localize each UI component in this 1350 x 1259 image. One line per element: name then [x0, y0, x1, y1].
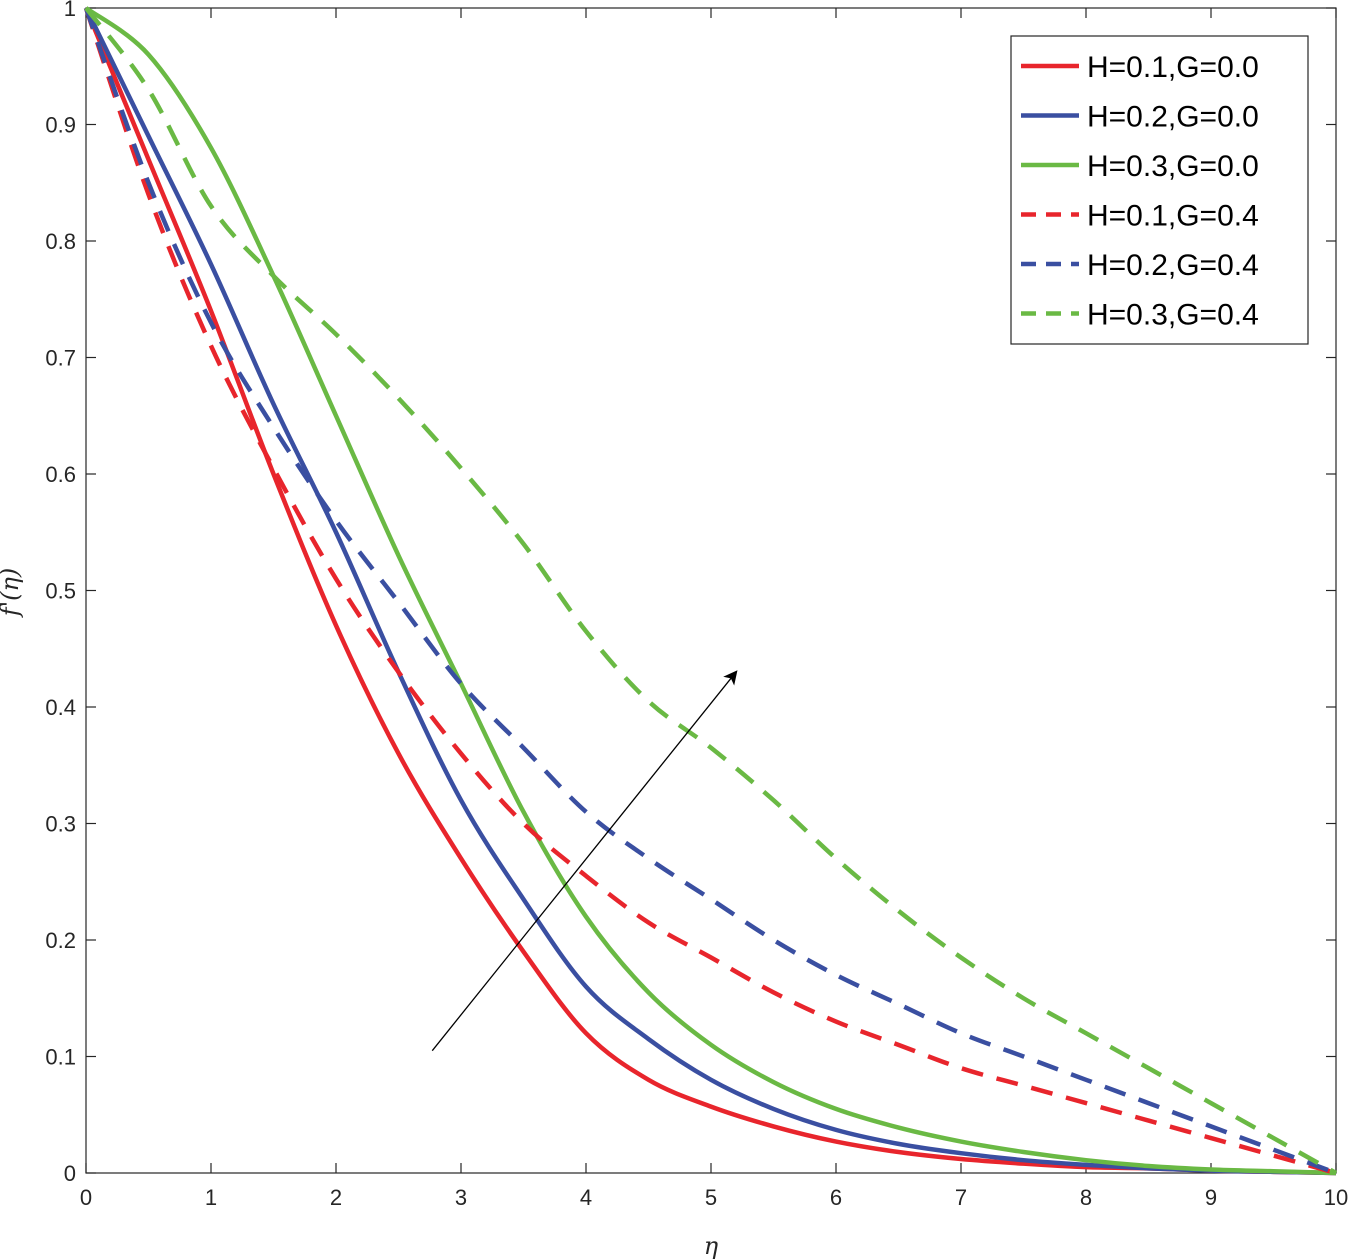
x-axis-label: η — [704, 1232, 719, 1259]
y-tick-label: 1 — [64, 0, 76, 21]
series-line-h-0-2-g-0-0 — [83, 7, 1337, 1176]
series-lines — [83, 6, 1338, 1176]
trend-arrow — [431, 670, 738, 1052]
legend: H=0.1,G=0.0 H=0.2,G=0.0 H=0.3,G=0.0 H=0.1,G… — [1010, 35, 1309, 345]
x-tick-label: 6 — [830, 1185, 842, 1210]
x-tick-label: 8 — [1080, 1185, 1092, 1210]
y-axis-label: f'(η) — [0, 568, 24, 619]
annotation — [431, 670, 738, 1052]
x-tick-label: 2 — [330, 1185, 342, 1210]
x-tick-label: 7 — [955, 1185, 967, 1210]
y-tick-label: 0.4 — [45, 695, 76, 720]
x-tick-label: 5 — [705, 1185, 717, 1210]
ticks: 0 1 2 3 4 5 6 7 8 9 10 0 0.1 0.2 0.3 0.4 0.5 0.6 0.7 0.8 0.9… — [45, 0, 1348, 1210]
y-tick-label: 0.9 — [45, 113, 76, 138]
series-line-h-0-2-g-0-4 — [83, 7, 1337, 1176]
y-tick-label: 0.5 — [45, 579, 76, 604]
series-line-h-0-1-g-0-4 — [83, 7, 1337, 1176]
legend-label: H=0.2,G=0.0 — [1087, 101, 1259, 134]
series-line-h-0-3-g-0-4 — [84, 6, 1338, 1175]
x-tick-label: 10 — [1324, 1185, 1348, 1210]
x-tick-label: 4 — [580, 1185, 592, 1210]
x-tick-label: 0 — [80, 1185, 92, 1210]
series-line-h-0-3-g-0-0 — [84, 6, 1337, 1176]
legend-label: H=0.3,G=0.4 — [1087, 299, 1259, 332]
series-line-h-0-1-g-0-0 — [83, 7, 1337, 1176]
y-tick-label: 0.1 — [45, 1045, 76, 1070]
y-tick-label: 0.6 — [45, 462, 76, 487]
y-tick-label: 0.8 — [45, 229, 76, 254]
legend-label: H=0.1,G=0.0 — [1087, 51, 1259, 84]
y-tick-label: 0.3 — [45, 812, 76, 837]
y-tick-label: 0 — [64, 1161, 76, 1186]
legend-label: H=0.2,G=0.4 — [1087, 249, 1259, 282]
legend-label: H=0.3,G=0.0 — [1087, 150, 1259, 183]
legend-box — [1010, 35, 1309, 345]
y-tick-label: 0.2 — [45, 928, 76, 953]
x-tick-label: 9 — [1205, 1185, 1217, 1210]
x-tick-label: 1 — [205, 1185, 217, 1210]
y-tick-label: 0.7 — [45, 346, 76, 371]
x-tick-label: 3 — [455, 1185, 467, 1210]
legend-label: H=0.1,G=0.4 — [1087, 200, 1259, 233]
